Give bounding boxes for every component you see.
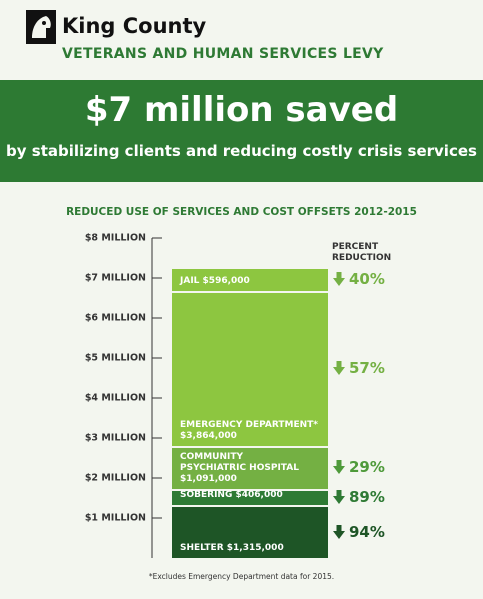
series-name: SHELTER (180, 542, 224, 553)
reduction-label: 94% (349, 522, 385, 541)
y-tick-label: $1 MILLION (85, 513, 146, 524)
reduction-label: 89% (349, 488, 385, 507)
down-arrow (333, 361, 345, 376)
value-label: $1,091,000 (180, 474, 237, 485)
series-name: JAIL (180, 275, 200, 286)
value-label: $3,864,000 (180, 430, 237, 441)
segment-label: EMERGENCY DEPARTMENT* $3,864,000 (180, 420, 320, 442)
y-tick-label: $2 MILLION (85, 473, 146, 484)
down-arrow (333, 490, 345, 505)
reduction-label: 57% (349, 359, 385, 378)
down-arrow (333, 460, 345, 475)
y-tick-label: $7 MILLION (85, 273, 146, 284)
value-label: $596,000 (202, 275, 250, 286)
down-arrow (333, 524, 345, 539)
bar-segment: JAIL $596,000 (172, 267, 328, 291)
logo-text: King County (62, 14, 207, 38)
down-arrow (333, 272, 345, 287)
series-name: EMERGENCY DEPARTMENT* (180, 419, 319, 430)
reduction: 94% (333, 522, 385, 542)
reduction-label: 29% (349, 458, 385, 477)
bar-segment: COMMUNITY PSYCHIATRIC HOSPITAL $1,091,00… (172, 445, 328, 490)
y-tick-label: $3 MILLION (85, 433, 146, 444)
y-tick-label: $8 MILLION (85, 233, 146, 244)
reduction: 57% (333, 358, 385, 378)
segment-label: COMMUNITY PSYCHIATRIC HOSPITAL $1,091,00… (180, 452, 320, 485)
reduction: 40% (333, 269, 385, 289)
series-name: SOBERING (180, 490, 233, 501)
banner: $7 million saved by stabilizing clients … (0, 80, 483, 182)
series-name: COMMUNITY PSYCHIATRIC HOSPITAL (180, 452, 299, 474)
logo-icon (26, 10, 56, 44)
reduction-title: PERCENT REDUCTION (332, 242, 392, 263)
segment-label: JAIL $596,000 (180, 276, 320, 287)
value-label: $406,000 (235, 490, 283, 501)
chart-title: REDUCED USE OF SERVICES AND COST OFFSETS… (66, 206, 417, 218)
footnote: *Excludes Emergency Department data for … (148, 572, 335, 581)
y-tick-label: $6 MILLION (85, 313, 146, 324)
y-tick-label: $4 MILLION (85, 393, 146, 404)
headline: $7 million saved (84, 90, 399, 130)
y-tick-label: $5 MILLION (85, 353, 146, 364)
bar-segment: SOBERING $406,000 (172, 489, 328, 506)
bar-segment: EMERGENCY DEPARTMENT* $3,864,000 (172, 290, 328, 446)
reduction: 89% (333, 487, 385, 507)
segment-label: SOBERING $406,000 (180, 490, 320, 501)
value-label: $1,315,000 (226, 542, 284, 553)
program-title: VETERANS AND HUMAN SERVICES LEVY (62, 46, 384, 62)
reduction: 29% (333, 457, 385, 477)
segment-label: SHELTER $1,315,000 (180, 543, 320, 554)
subhead: by stabilizing clients and reducing cost… (6, 142, 477, 160)
bar-segment: SHELTER $1,315,000 (172, 505, 328, 558)
reduction-label: 40% (349, 270, 385, 289)
